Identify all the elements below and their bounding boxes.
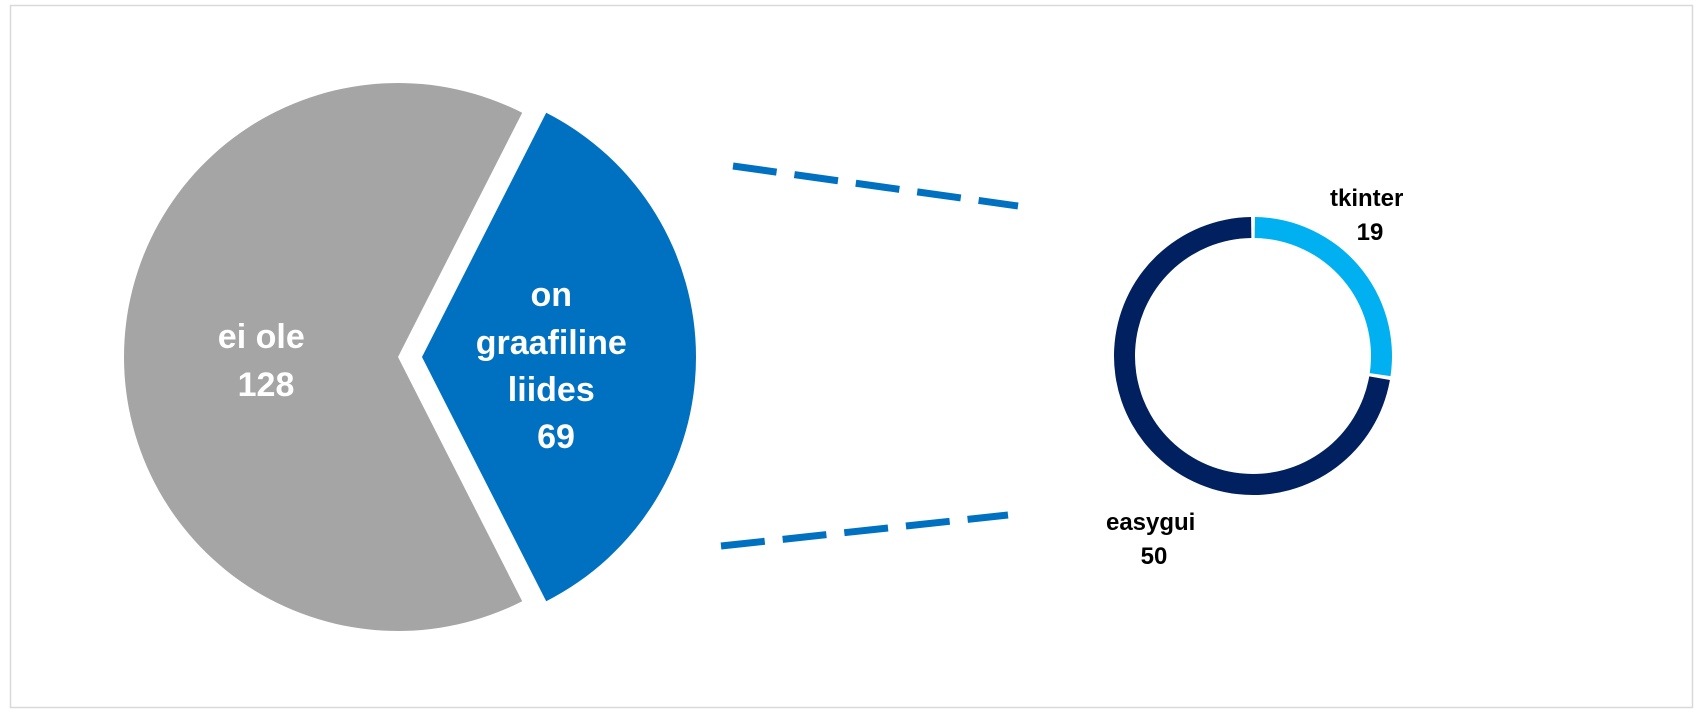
label-tkinter-value: 19 [1357,219,1384,246]
data-label-tkinter: tkinter 19 [1330,185,1410,246]
pie-slice-ei-ole [123,83,523,631]
label-tkinter-name: tkinter [1330,185,1403,212]
pie-slice-on-graafiline-liides [422,112,696,602]
donut-slice-tkinter [1254,217,1393,377]
connector-line-top [732,162,1019,210]
label-on-graafiline-liides-value: 69 [537,418,575,456]
data-label-easygui: easygui 50 [1106,509,1202,570]
main-pie [123,83,696,631]
data-label-ei-ole: ei ole 128 [218,318,314,404]
data-label-on-graafiline-liides: on graafiline liides 69 [476,276,637,456]
label-on: on [531,276,573,314]
label-easygui-name: easygui [1106,509,1195,536]
label-graafiline: graafiline [476,324,627,362]
label-ei-ole-value: 128 [238,366,295,404]
connector-lines [720,162,1019,550]
label-ei-ole-name: ei ole [218,318,305,356]
connector-line-bottom [720,511,1009,550]
sub-donut [1113,217,1393,496]
label-liides: liides [508,371,595,409]
label-easygui-value: 50 [1141,543,1168,570]
